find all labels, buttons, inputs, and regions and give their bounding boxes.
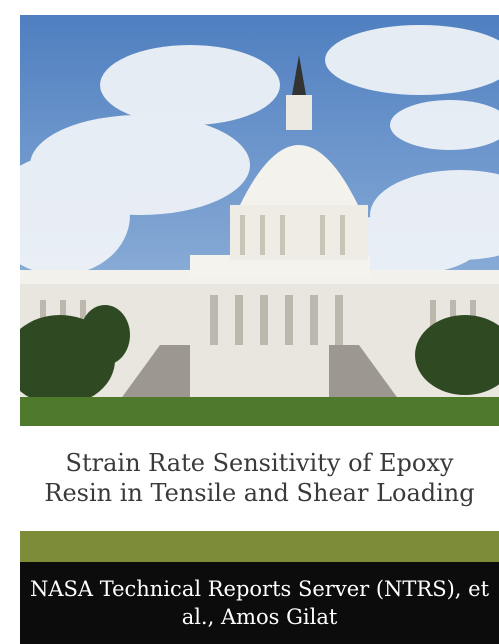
book-cover: Strain Rate Sensitivity of Epoxy Resin i… bbox=[0, 0, 499, 644]
book-author: NASA Technical Reports Server (NTRS), et… bbox=[25, 575, 495, 631]
book-title: Strain Rate Sensitivity of Epoxy Resin i… bbox=[40, 448, 480, 508]
author-area: NASA Technical Reports Server (NTRS), et… bbox=[20, 562, 499, 644]
title-area: Strain Rate Sensitivity of Epoxy Resin i… bbox=[20, 426, 499, 530]
cover-photo bbox=[20, 15, 499, 426]
olive-band bbox=[20, 531, 499, 562]
